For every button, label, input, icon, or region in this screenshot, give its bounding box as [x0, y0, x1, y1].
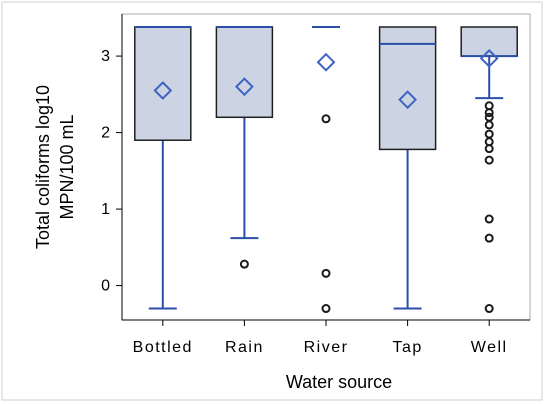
x-tick-label: Bottled	[133, 339, 193, 356]
y-axis-title-line1: Total coliforms log10	[33, 85, 53, 249]
outlier-point	[321, 304, 331, 314]
box-group-bottled	[134, 26, 192, 310]
boxes-layer	[134, 26, 518, 314]
outlier-point	[484, 120, 494, 130]
mean-marker	[153, 81, 173, 100]
mean-marker	[479, 48, 499, 68]
mean-marker	[234, 77, 254, 97]
outlier-point	[484, 214, 494, 224]
box-group-well	[460, 26, 518, 314]
x-tick-label: Rain	[225, 339, 264, 356]
y-tick-label: 3	[101, 48, 110, 65]
x-tick-label: River	[304, 339, 349, 356]
y-tick-label: 2	[101, 125, 110, 142]
outlier-point	[321, 114, 331, 124]
mean-marker	[316, 52, 336, 72]
outlier-point	[484, 144, 494, 154]
box-group-rain	[215, 26, 274, 269]
y-tick-label: 0	[101, 278, 110, 295]
outlier-point	[239, 259, 249, 269]
x-tick-label: Tap	[392, 339, 422, 356]
x-axis: Bottled Rain River Tap Well	[122, 319, 530, 356]
y-axis-title-line2: MPN/100 mL	[57, 114, 77, 219]
box-group-tap	[378, 26, 437, 310]
box-iqr	[215, 26, 274, 119]
outlier-point	[484, 233, 494, 243]
mean-marker	[398, 90, 418, 110]
box-iqr	[378, 26, 437, 151]
y-tick-label: 1	[101, 201, 110, 218]
x-tick-label: Well	[471, 339, 508, 356]
outlier-point	[321, 268, 331, 278]
x-axis-title: Water source	[286, 372, 392, 392]
outlier-point	[484, 155, 494, 165]
box-group-river	[312, 26, 340, 314]
outlier-point	[484, 108, 494, 118]
outlier-point	[484, 304, 494, 314]
y-axis: 0 1 2 3	[101, 14, 123, 320]
